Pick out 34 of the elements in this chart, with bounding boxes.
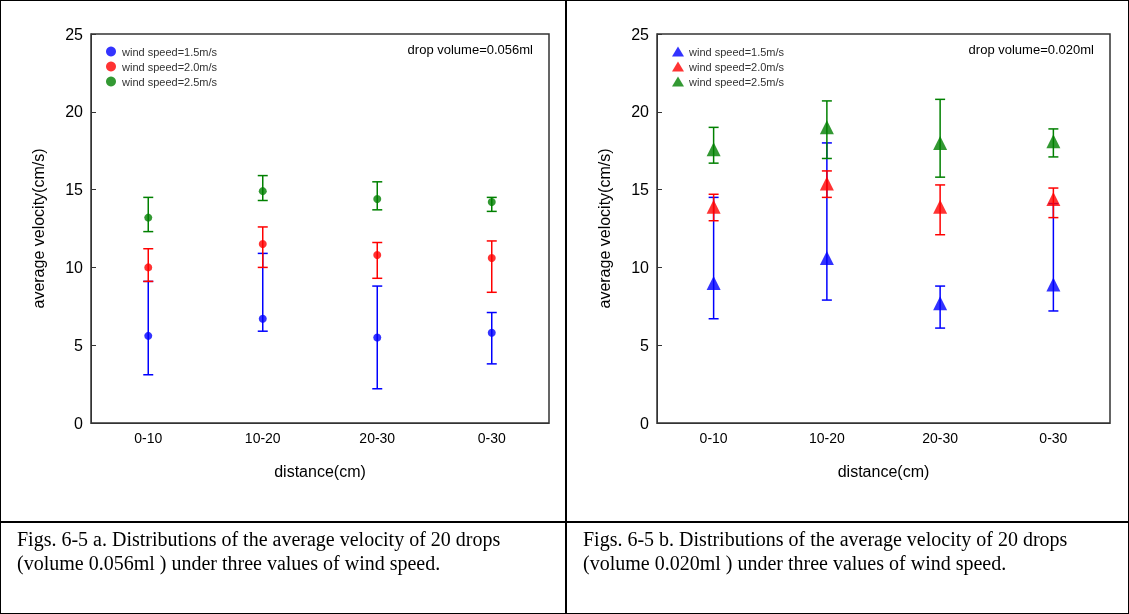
y-tick-label: 25 [631,25,650,43]
y-tick-label: 20 [65,103,84,121]
x-tick-label: 0-10 [699,430,728,446]
legend-label: wind speed=2.5m/s [688,75,785,88]
x-tick-label: 0-10 [134,430,163,446]
y-tick-label: 20 [631,103,650,121]
legend-label: wind speed=2.0m/s [688,60,785,73]
legend-label: wind speed=2.0m/s [121,60,218,73]
y-tick-label: 15 [65,181,84,199]
y-tick-label: 0 [640,414,650,432]
x-axis-title: distance(cm) [837,462,930,480]
y-tick-label: 15 [631,181,650,199]
legend-label: wind speed=1.5m/s [121,45,218,58]
y-axis-title: average velocity(cm/s) [595,148,613,309]
annotation: drop volume=0.056ml [407,42,534,57]
y-axis-title: average velocity(cm/s) [29,148,47,309]
legend-label: wind speed=1.5m/s [688,45,785,58]
y-tick-label: 10 [631,258,650,276]
y-tick-label: 0 [74,414,84,432]
x-tick-label: 0-30 [477,430,506,446]
x-axis-title: distance(cm) [274,462,366,480]
x-tick-label: 10-20 [808,430,845,446]
x-tick-label: 10-20 [244,430,281,446]
x-tick-label: 20-30 [922,430,959,446]
y-tick-label: 5 [640,336,650,354]
x-tick-label: 0-30 [1039,430,1068,446]
y-tick-label: 5 [74,336,84,354]
legend-label: wind speed=2.5m/s [121,75,218,88]
y-tick-label: 25 [65,25,84,43]
x-tick-label: 20-30 [359,430,396,446]
text: Figs. 6-5 b. Distributions of the average velocity of 20 drops (volume 0.020ml ) under three values of wind speed. [567,521,1128,614]
annotation: drop volume=0.020ml [968,42,1095,57]
text: Figs. 6-5 a. Distributions of the average velocity of 20 drops (volume 0.056ml ) under three values of wind speed. [1,521,565,614]
y-tick-label: 10 [65,258,84,276]
